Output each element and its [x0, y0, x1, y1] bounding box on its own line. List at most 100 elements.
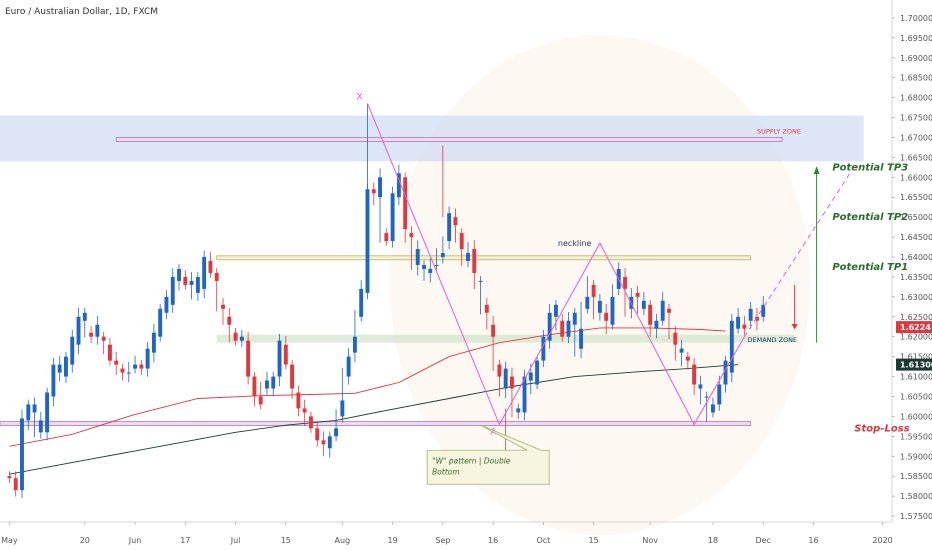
candle-body [13, 478, 18, 491]
candle-body [82, 312, 87, 321]
candle [302, 399, 307, 426]
candle-body [114, 360, 119, 365]
candle-body [145, 348, 150, 369]
x-tick-label: 16 [488, 536, 498, 545]
candle-body [635, 292, 640, 297]
y-tick-label: 1.70000 [900, 14, 932, 23]
candle-body [698, 384, 703, 389]
candle-body [384, 233, 389, 242]
candle [409, 226, 414, 270]
callout-line-2: Bottom [432, 467, 460, 476]
tp-arrow-head [813, 166, 820, 175]
projection-line [743, 171, 852, 337]
candle [158, 304, 163, 342]
candle-body [579, 328, 584, 349]
candle-body [754, 316, 759, 321]
candle [38, 411, 43, 439]
candle-body [453, 217, 458, 226]
candle-body [51, 364, 56, 397]
candle-body [648, 304, 653, 325]
supply-line [115, 137, 783, 142]
candle-body [308, 416, 313, 429]
x-tick-label: 15 [589, 536, 599, 545]
candle-body [139, 364, 144, 369]
zone-1 [216, 334, 795, 343]
candle-body [296, 392, 301, 409]
candle [170, 268, 175, 313]
candle-body [233, 332, 238, 341]
tp2-label: Potential TP2 [832, 212, 908, 223]
candle [277, 333, 282, 387]
tp1-label: Potential TP1 [832, 262, 908, 273]
candle-body [101, 336, 106, 341]
candle [133, 355, 138, 374]
candle-body [673, 332, 678, 345]
candle [654, 313, 659, 339]
candle-body [371, 189, 376, 194]
candle-body [390, 193, 395, 242]
candle [202, 250, 207, 299]
candle [233, 327, 238, 346]
x-tick-label: 16 [808, 536, 818, 545]
w-pattern-callout: "W" pattern | Double Bottom [426, 424, 550, 485]
candle-body [510, 376, 514, 389]
candle [359, 280, 364, 322]
x-tick-label: 2020 [872, 536, 892, 545]
candle [667, 304, 671, 340]
candle-body [64, 356, 68, 377]
y-tick-label: 1.60000 [900, 412, 932, 421]
candle-body [729, 320, 734, 373]
candle-body [623, 276, 627, 289]
candle [384, 228, 389, 246]
candle [472, 240, 477, 289]
candle [32, 397, 37, 438]
candle [252, 371, 257, 407]
candle-body [378, 177, 382, 198]
x-tick-label: Jun [128, 536, 142, 545]
candle [151, 323, 156, 363]
candle-body [246, 340, 251, 377]
y-tick-label: 1.65500 [900, 193, 932, 202]
candle-body [654, 320, 659, 329]
y-tick-label: 1.67000 [900, 133, 932, 142]
candle-body [597, 300, 602, 313]
candle-body [45, 392, 50, 433]
down-arrow-head [791, 323, 798, 330]
candle-body [736, 316, 741, 329]
y-tick-label: 1.69000 [900, 54, 932, 63]
stop-loss-label: Stop-Loss [854, 423, 909, 434]
candle [340, 367, 345, 423]
candle [723, 355, 728, 393]
ma-red-line [9, 327, 726, 447]
candle-body [415, 249, 420, 265]
y-tick-label: 1.66500 [900, 153, 932, 162]
candle-body [164, 296, 169, 313]
candle [327, 431, 332, 458]
candle-body [704, 396, 709, 398]
candle-body [440, 253, 445, 258]
candle [208, 252, 213, 278]
candle-body [692, 364, 697, 385]
y-tick-label: 1.60500 [900, 392, 932, 401]
tp3-label: Potential TP3 [832, 162, 908, 173]
y-tick-label: 1.62500 [900, 313, 932, 322]
x-tick-label: Aug [335, 536, 351, 545]
candle [692, 357, 697, 395]
candle [82, 308, 87, 338]
candle-body [177, 268, 181, 281]
candle [503, 361, 508, 399]
candle-body [38, 420, 43, 433]
candle [535, 355, 540, 390]
candle-body [591, 284, 596, 297]
candle [352, 310, 357, 363]
candle [20, 409, 24, 499]
price-tag: 1.61300 [896, 358, 932, 371]
x-tick-label: Nov [642, 536, 658, 545]
chart-title: Euro / Australian Dollar, 1D, FXCM [5, 7, 158, 17]
neckline-label: neckline [558, 239, 592, 248]
candle-body [541, 336, 546, 361]
candle-body [214, 272, 219, 281]
candle [76, 308, 81, 355]
